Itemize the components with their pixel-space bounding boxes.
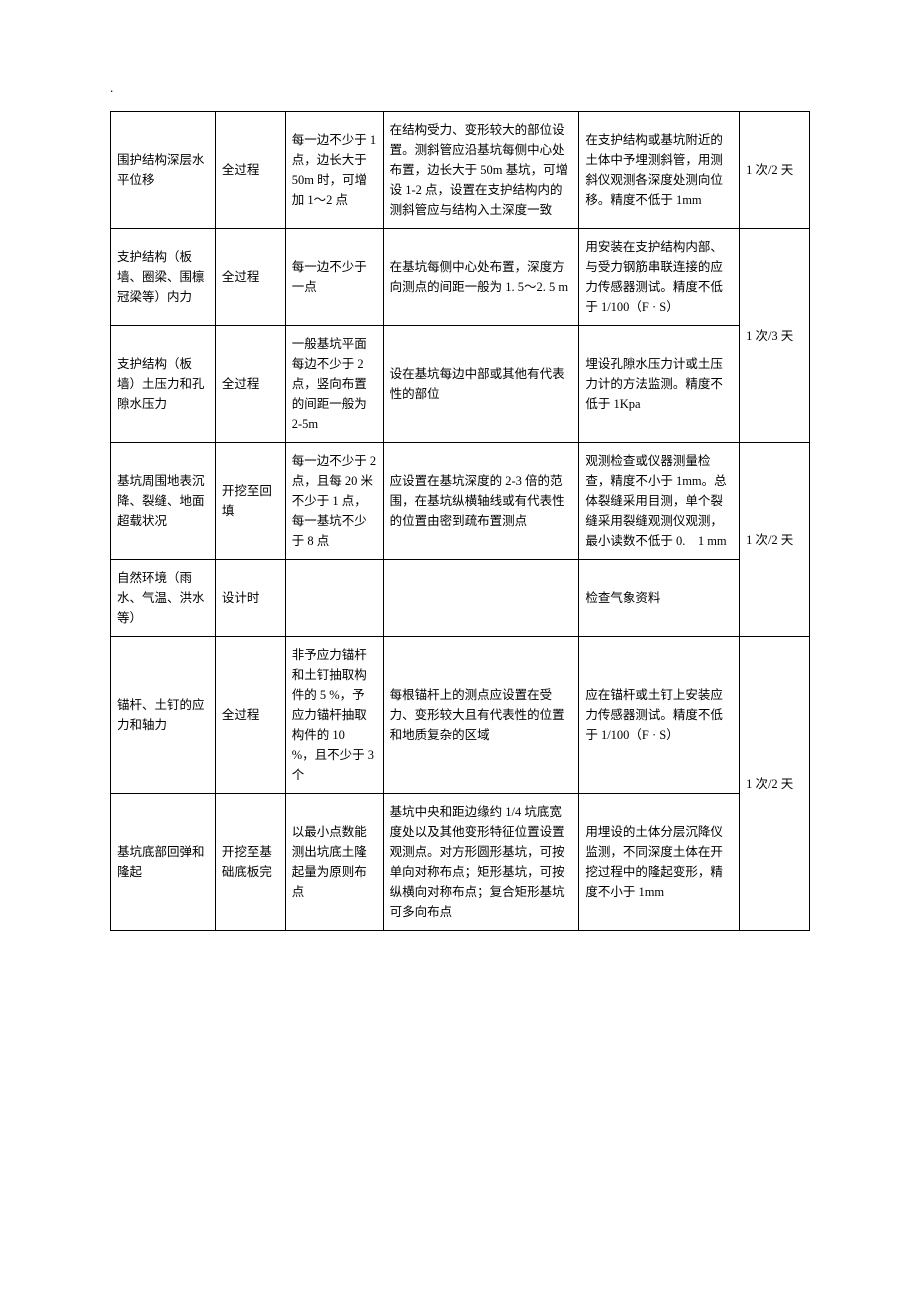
table-cell: 全过程: [215, 637, 285, 794]
table-cell: 全过程: [215, 326, 285, 443]
table-cell: 每一边不少于 2 点，且每 20 米不少于 1 点，每一基坑不少于 8 点: [285, 443, 383, 560]
table-row: 基坑周围地表沉降、裂缝、地面超载状况开挖至回填每一边不少于 2 点，且每 20 …: [111, 443, 810, 560]
table-cell: 全过程: [215, 229, 285, 326]
table-row: 自然环境（雨水、气温、洪水等）设计时 检查气象资料: [111, 560, 810, 637]
table-cell: 支护结构（板墙、圈梁、围檩冠梁等）内力: [111, 229, 216, 326]
table-cell: 应设置在基坑深度的 2-3 倍的范围，在基坑纵横轴线或有代表性的位置由密到疏布置…: [383, 443, 579, 560]
table-cell: 每一边不少于一点: [285, 229, 383, 326]
table-cell: 1 次/2 天: [740, 443, 810, 637]
table-cell: 在支护结构或基坑附近的土体中予埋测斜管，用测斜仪观测各深度处测向位移。精度不低于…: [579, 112, 740, 229]
table-cell: 支护结构（板墙）土压力和孔隙水压力: [111, 326, 216, 443]
table-cell: 围护结构深层水平位移: [111, 112, 216, 229]
table-cell: 基坑中央和距边缘约 1/4 坑底宽度处以及其他变形特征位置设置观测点。对方形圆形…: [383, 794, 579, 931]
table-cell: 基坑周围地表沉降、裂缝、地面超载状况: [111, 443, 216, 560]
table-cell: [383, 560, 579, 637]
table-cell: 用安装在支护结构内部、与受力钢筋串联连接的应力传感器测试。精度不低于 1/100…: [579, 229, 740, 326]
table-cell: 1 次/2 天: [740, 112, 810, 229]
table-row: 围护结构深层水平位移全过程每一边不少于 1 点，边长大于 50m 时，可增加 1…: [111, 112, 810, 229]
table-cell: 在结构受力、变形较大的部位设置。测斜管应沿基坑每侧中心处布置，边长大于 50m …: [383, 112, 579, 229]
table-cell: 设在基坑每边中部或其他有代表性的部位: [383, 326, 579, 443]
table-cell: 开挖至基础底板完: [215, 794, 285, 931]
table-cell: 每根锚杆上的测点应设置在受力、变形较大且有代表性的位置和地质复杂的区域: [383, 637, 579, 794]
table-row: 锚杆、土钉的应力和轴力全过程非予应力锚杆和土钉抽取构件的 5 %，予应力锚杆抽取…: [111, 637, 810, 794]
table-row: 支护结构（板墙、圈梁、围檩冠梁等）内力全过程每一边不少于一点在基坑每侧中心处布置…: [111, 229, 810, 326]
table-row: 支护结构（板墙）土压力和孔隙水压力全过程一般基坑平面每边不少于 2 点，竖向布置…: [111, 326, 810, 443]
table-cell: 在基坑每侧中心处布置，深度方向测点的间距一般为 1. 5～2. 5 m: [383, 229, 579, 326]
table-cell: 1 次/2 天: [740, 637, 810, 931]
table-cell: 检查气象资料: [579, 560, 740, 637]
table-cell: 基坑底部回弹和隆起: [111, 794, 216, 931]
table-cell: 设计时: [215, 560, 285, 637]
table-cell: 用埋设的土体分层沉降仪监测，不同深度土体在开挖过程中的隆起变形，精度不小于 1m…: [579, 794, 740, 931]
table-cell: 全过程: [215, 112, 285, 229]
table-cell: 锚杆、土钉的应力和轴力: [111, 637, 216, 794]
monitoring-table: 围护结构深层水平位移全过程每一边不少于 1 点，边长大于 50m 时，可增加 1…: [110, 111, 810, 931]
table-cell: 以最小点数能测出坑底土隆起量为原则布点: [285, 794, 383, 931]
table-cell: 观测检查或仪器测量检查，精度不小于 1mm。总体裂缝采用目测，单个裂缝采用裂缝观…: [579, 443, 740, 560]
table-cell: 1 次/3 天: [740, 229, 810, 443]
table-cell: 自然环境（雨水、气温、洪水等）: [111, 560, 216, 637]
table-cell: 埋设孔隙水压力计或土压力计的方法监测。精度不低于 1Kpa: [579, 326, 740, 443]
table-cell: 开挖至回填: [215, 443, 285, 560]
table-cell: 非予应力锚杆和土钉抽取构件的 5 %，予应力锚杆抽取构件的 10 %，且不少于 …: [285, 637, 383, 794]
table-cell: [285, 560, 383, 637]
table-cell: 每一边不少于 1 点，边长大于 50m 时，可增加 1～2 点: [285, 112, 383, 229]
table-cell: 应在锚杆或土钉上安装应力传感器测试。精度不低于 1/100（F · S）: [579, 637, 740, 794]
header-dot: .: [110, 80, 810, 96]
table-cell: 一般基坑平面每边不少于 2 点，竖向布置的间距一般为 2-5m: [285, 326, 383, 443]
table-row: 基坑底部回弹和隆起开挖至基础底板完以最小点数能测出坑底土隆起量为原则布点基坑中央…: [111, 794, 810, 931]
